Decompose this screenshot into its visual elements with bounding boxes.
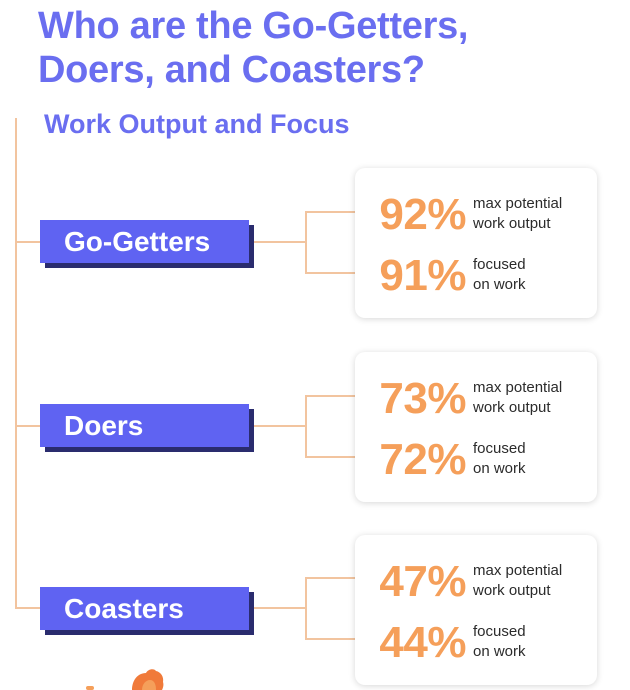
connector-doers-mid [250,425,305,427]
stat-value: 91% [379,251,466,300]
stat-description: focused on work [473,255,593,295]
connector-doers-bracket [305,395,307,458]
stats-card-doers: 73% max potential work output 72% focuse… [355,352,597,502]
stat-value: 44% [379,618,466,667]
stat-desc-line-1: focused [473,440,526,457]
stats-card-go-getters: 92% max potential work output 91% focuse… [355,168,597,318]
stat-focus: 44% focused on work [355,613,597,673]
connector-doers-bottom [305,456,355,458]
connector-coasters-top [305,577,355,579]
connector-go-getters-bracket [305,211,307,274]
label-doers: Doers [40,404,249,447]
stat-value: 72% [379,435,466,484]
stat-description: max potential work output [473,378,593,418]
connector-go-getters-mid [250,241,305,243]
logo-fragment [86,686,94,690]
stat-desc-line-2: work output [473,215,551,232]
stat-value: 92% [379,190,466,239]
label-coasters: Coasters [40,587,249,630]
stat-output: 73% max potential work output [355,369,597,429]
stat-desc-line-2: on work [473,276,526,293]
stat-description: max potential work output [473,561,593,601]
connector-coasters-bottom [305,638,355,640]
title-line-2: Doers, and Coasters? [38,49,425,91]
stat-desc-line-1: focused [473,256,526,273]
stat-output: 47% max potential work output [355,552,597,612]
connector-coasters-mid [250,607,305,609]
stat-desc-line-2: on work [473,460,526,477]
connector-go-getters-top [305,211,355,213]
vertical-connector [15,118,17,609]
stat-value: 73% [379,374,466,423]
stat-focus: 72% focused on work [355,430,597,490]
stat-description: max potential work output [473,194,593,234]
connector-doers-left [15,425,41,427]
connector-coasters-left [15,607,41,609]
title-line-1: Who are the Go-Getters, [38,5,469,47]
section-subtitle: Work Output and Focus [44,109,350,139]
stats-card-coasters: 47% max potential work output 44% focuse… [355,535,597,685]
connector-go-getters-left [15,241,41,243]
connector-coasters-bracket [305,577,307,640]
connector-go-getters-bottom [305,272,355,274]
stat-desc-line-1: max potential [473,562,563,579]
stat-desc-line-2: work output [473,582,551,599]
stat-desc-line-2: on work [473,643,526,660]
stat-output: 92% max potential work output [355,185,597,245]
stat-desc-line-2: work output [473,399,551,416]
page-title: Who are the Go-Getters, Doers, and Coast… [38,4,618,92]
stat-description: focused on work [473,622,593,662]
stat-description: focused on work [473,439,593,479]
label-go-getters: Go-Getters [40,220,249,263]
stat-desc-line-1: max potential [473,195,563,212]
brand-logo-icon [132,669,164,690]
stat-focus: 91% focused on work [355,246,597,306]
stat-desc-line-1: focused [473,623,526,640]
connector-doers-top [305,395,355,397]
stat-desc-line-1: max potential [473,379,563,396]
stat-value: 47% [379,557,466,606]
